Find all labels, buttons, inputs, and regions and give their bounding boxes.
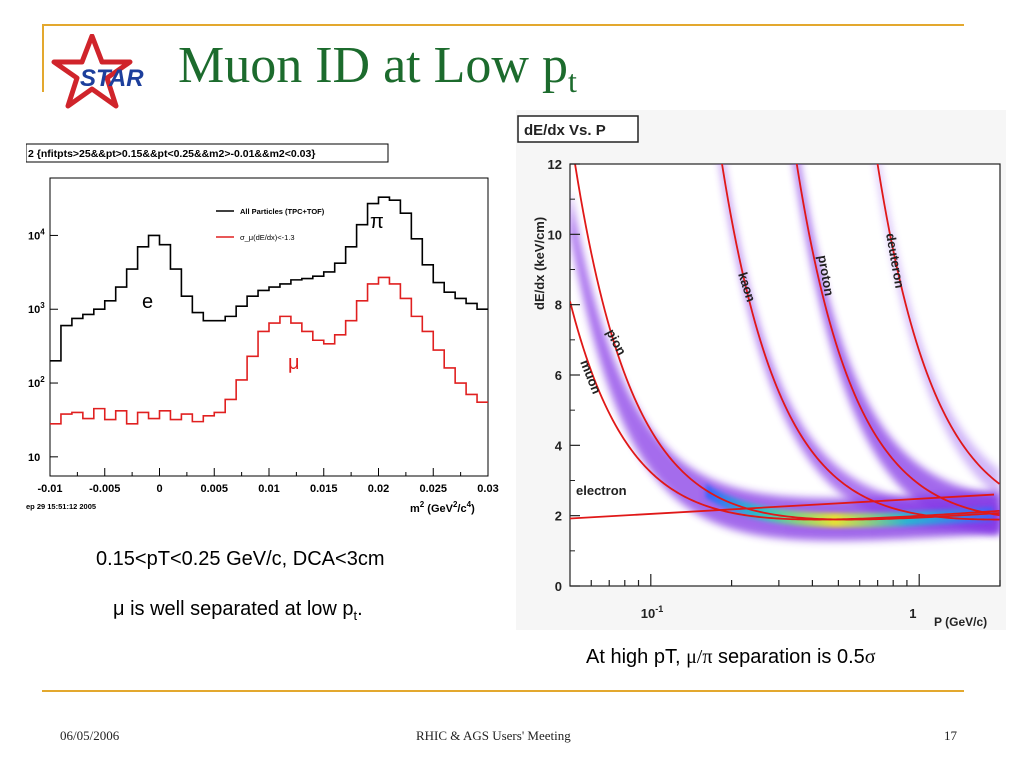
histogram-x-tick-label: 0.02 [368, 483, 389, 495]
caption-separation-high: At high pT, μ/π separation is 0.5σ [586, 646, 876, 668]
bethe-bloch-curves [570, 164, 1000, 521]
histogram-y-tick-label: 104 [28, 227, 45, 242]
histogram-x-tick-label: 0.01 [258, 483, 279, 495]
scatter-y-tick-label: 8 [555, 298, 562, 313]
legend-mu-label: σ_μ(dE/dx)<-1.3 [240, 233, 295, 242]
slide-title: Muon ID at Low pt [178, 37, 577, 99]
footer-date: 06/05/2006 [60, 728, 120, 743]
histogram-x-tick-label: 0.005 [200, 483, 228, 495]
label-e: e [142, 291, 153, 313]
band-label-electron: electron [576, 483, 627, 498]
label-pi: π [370, 211, 384, 233]
kaon-curve [721, 164, 1000, 521]
all-particles-histogram [50, 196, 488, 362]
histogram-x-tick-label: 0.015 [310, 483, 338, 495]
histogram-x-tick-label: -0.005 [89, 483, 120, 495]
scatter-bands [570, 164, 1000, 541]
scatter-x-tick-label: 10-1 [641, 604, 663, 621]
title-main: Muon ID at Low p [178, 37, 568, 94]
footer-page-number: 17 [944, 728, 957, 743]
caption-separation-low: μ is well separated at low pt. [113, 598, 363, 623]
scatter-y-tick-label: 12 [548, 157, 562, 172]
histogram-y-tick-label: 102 [28, 375, 45, 390]
title-subscript: t [567, 63, 577, 99]
histogram-timestamp: ep 29 15:51:12 2005 [26, 502, 96, 511]
histogram-y-tick-label: 103 [28, 301, 45, 316]
histogram-title: 2 {nfitpts>25&&pt>0.15&&pt<0.25&&m2>-0.0… [28, 148, 315, 160]
scatter-y-tick-label: 0 [555, 579, 562, 594]
footer-meeting: RHIC & AGS Users' Meeting [416, 728, 571, 743]
scatter-x-tick-label: 1 [909, 606, 916, 621]
deuteron-band [875, 164, 1000, 498]
scatter-title: dE/dx Vs. P [524, 122, 606, 139]
deuteron-curve [876, 164, 1000, 485]
proton-curve [795, 164, 1000, 517]
legend-all-label: All Particles (TPC+TOF) [240, 207, 325, 216]
electron-curve [570, 493, 995, 520]
scatter-y-label: dE/dx (keV/cm) [532, 217, 547, 310]
histogram-x-label: m2 (GeV2/c4) [410, 500, 475, 515]
star-logo-text: STAR [80, 65, 144, 92]
histogram-x-tick-label: 0.03 [477, 483, 498, 495]
scatter-x-label: P (GeV/c) [934, 615, 987, 629]
muon-cut-histogram [50, 276, 488, 425]
pion-curve [574, 164, 1000, 521]
left-rule [42, 24, 44, 92]
histogram-y-tick-label: 10 [28, 452, 40, 464]
caption-cuts: 0.15<pT<0.25 GeV/c, DCA<3cm [96, 548, 385, 570]
histogram-title-box [25, 143, 389, 163]
bottom-rule [42, 690, 964, 692]
dedx-vs-p-plot: dE/dx Vs. P 0 2 4 6 8 10 12 10-1 1 dE/dx (keV/c… [516, 110, 1006, 630]
scatter-y-tick-label: 4 [555, 438, 563, 453]
scatter-title-box [517, 115, 639, 143]
top-rule [42, 24, 964, 26]
scatter-y-tick-label: 2 [555, 509, 562, 524]
histogram-x-tick-label: 0 [156, 483, 162, 495]
histogram-x-tick-label: 0.025 [419, 483, 447, 495]
scatter-y-tick-label: 10 [548, 227, 562, 242]
mass-squared-histogram: 2 {nfitpts>25&&pt>0.15&&pt<0.25&&m2>-0.0… [25, 140, 504, 518]
star-logo: STAR [50, 33, 158, 110]
scatter-y-tick-label: 6 [555, 368, 562, 383]
histogram-x-tick-label: -0.01 [37, 483, 62, 495]
band-label-proton: proton [815, 254, 837, 297]
label-mu: μ [288, 352, 300, 374]
proton-band [793, 164, 1000, 535]
